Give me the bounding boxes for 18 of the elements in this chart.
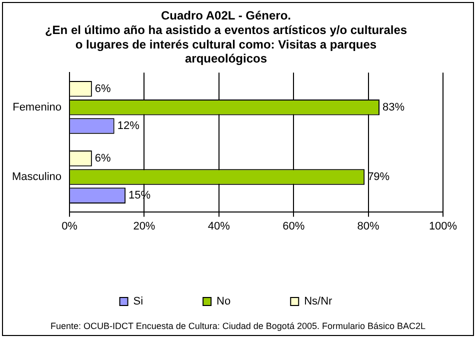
data-label: 6%: [94, 82, 112, 95]
data-label: 12%: [117, 120, 140, 132]
x-tick-label: 0%: [62, 220, 78, 232]
x-tick-label: 80%: [357, 220, 380, 232]
legend-label: Si: [133, 296, 144, 308]
data-label: 6%: [94, 152, 112, 164]
data-label: 83%: [382, 101, 405, 114]
legend-label: No: [216, 296, 231, 308]
data-label: 79%: [368, 171, 390, 184]
chart-title: Cuadro A02L - Género. ¿En el último año ha asistido a eventos artísticos y/o culturales o lugares de interés cultural como: Visitas a parques arqueológicos: [44, 8, 408, 66]
y-tick-label: Femenino: [12, 101, 62, 114]
source-note: Fuente: OCUB-IDCT Encuesta de Cultura: Ciudad de Bogotá 2005. Formulario Básico BAC2L: [50, 320, 426, 331]
x-tick-label: 40%: [208, 220, 230, 232]
y-tick-label: Masculino: [12, 171, 62, 184]
legend-label: Ns/Nr: [304, 296, 333, 308]
x-tick-label: 100%: [428, 220, 458, 232]
x-tick-label: 20%: [133, 220, 156, 232]
x-tick-label: 60%: [282, 220, 305, 232]
